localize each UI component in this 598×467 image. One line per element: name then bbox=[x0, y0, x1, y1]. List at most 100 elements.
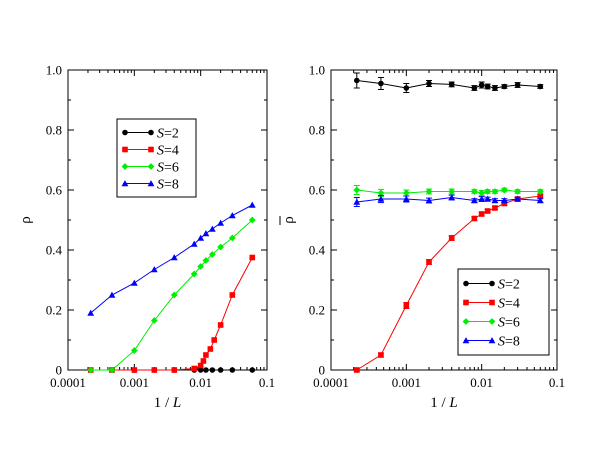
legend-marker bbox=[121, 163, 129, 170]
legend-label: S=6 bbox=[498, 316, 520, 331]
data-point bbox=[208, 225, 216, 232]
legend-marker bbox=[462, 337, 470, 344]
data-point bbox=[217, 367, 224, 373]
y-tick-label: 0 bbox=[319, 363, 326, 378]
data-point bbox=[197, 362, 204, 369]
data-point bbox=[484, 195, 492, 202]
data-point bbox=[208, 251, 216, 258]
data-point bbox=[478, 82, 485, 88]
data-point bbox=[211, 337, 218, 343]
legend-label: S=4 bbox=[498, 297, 520, 312]
legend-marker bbox=[488, 337, 496, 344]
legend-marker bbox=[489, 299, 495, 306]
chart-panel-right: 0 0.2 0.4 0.6 0.8 1.0 0.0001 0.001 0.01 0.1 1 / L ρ… bbox=[279, 63, 565, 411]
data-point bbox=[217, 322, 224, 328]
series-line bbox=[356, 80, 541, 89]
legend-marker bbox=[122, 129, 128, 136]
data-point bbox=[202, 230, 210, 237]
data-point bbox=[228, 212, 236, 219]
legend-item: S=4 bbox=[463, 297, 520, 312]
data-point bbox=[492, 205, 498, 211]
legend-item: S=8 bbox=[462, 335, 520, 350]
data-point bbox=[448, 235, 455, 241]
data-point bbox=[87, 366, 95, 374]
legend-marker bbox=[463, 280, 469, 287]
data-point bbox=[353, 198, 361, 205]
data-point bbox=[170, 291, 178, 299]
data-point bbox=[131, 367, 138, 373]
data-point bbox=[425, 188, 433, 195]
data-point bbox=[426, 259, 432, 265]
data-point bbox=[229, 292, 236, 298]
legend-marker bbox=[148, 129, 154, 136]
y-tick-label: 0 bbox=[56, 363, 63, 378]
plot-frame bbox=[67, 69, 268, 371]
data-point bbox=[478, 189, 486, 197]
data-point bbox=[130, 347, 138, 354]
data-point bbox=[484, 208, 491, 214]
legend-label: S=8 bbox=[498, 335, 520, 350]
data-point bbox=[403, 85, 410, 91]
data-point bbox=[150, 266, 158, 273]
data-point bbox=[108, 291, 116, 298]
data-point bbox=[536, 188, 544, 195]
x-tick-label: 0.001 bbox=[120, 375, 149, 390]
y-tick-label: 0.4 bbox=[46, 243, 63, 258]
legend-label: S=2 bbox=[157, 127, 179, 142]
data-point bbox=[207, 346, 214, 352]
y-tick-label: 0.2 bbox=[309, 303, 325, 318]
legend-marker bbox=[147, 163, 155, 170]
x-tick-label: 0.001 bbox=[392, 375, 421, 390]
chart-panel-left: 0 0.2 0.4 0.6 0.8 1.0 0.0001 0.001 0.01 0.1 1 / L ρ… bbox=[18, 63, 275, 412]
data-point bbox=[377, 195, 385, 202]
data-point bbox=[537, 193, 544, 199]
legend-item: S=2 bbox=[463, 278, 520, 293]
data-point bbox=[191, 365, 198, 372]
legend-item: S=8 bbox=[121, 178, 179, 193]
data-point bbox=[501, 83, 508, 90]
data-point bbox=[491, 188, 499, 195]
x-axis-label: 1 / L bbox=[154, 395, 182, 411]
data-point bbox=[190, 270, 198, 278]
x-tick-label: 0.1 bbox=[549, 375, 565, 390]
data-point bbox=[500, 197, 508, 204]
data-point bbox=[470, 188, 478, 195]
data-point bbox=[448, 188, 456, 195]
legend-item: S=6 bbox=[462, 316, 520, 331]
x-tick-label: 0.0001 bbox=[313, 375, 349, 390]
data-point bbox=[484, 188, 492, 195]
series-line bbox=[90, 219, 253, 371]
data-point bbox=[200, 358, 207, 364]
data-point bbox=[514, 195, 522, 202]
data-point bbox=[448, 194, 456, 201]
data-point bbox=[537, 83, 544, 90]
data-point bbox=[484, 83, 491, 90]
data-point bbox=[150, 317, 158, 324]
y-tick-label: 0.6 bbox=[309, 183, 326, 198]
data-point bbox=[170, 254, 178, 261]
data-point bbox=[108, 366, 116, 374]
legend-item: S=4 bbox=[122, 144, 179, 159]
data-point bbox=[130, 279, 138, 286]
data-point bbox=[492, 85, 498, 91]
legend-marker bbox=[489, 280, 495, 287]
data-point bbox=[378, 352, 384, 358]
data-point bbox=[448, 81, 455, 88]
data-point bbox=[248, 216, 256, 224]
data-point bbox=[248, 201, 256, 208]
x-axis-label: 1 / L bbox=[430, 395, 458, 411]
data-point bbox=[378, 80, 384, 87]
series-S=8 bbox=[87, 201, 256, 316]
legend-marker bbox=[148, 146, 154, 153]
data-point bbox=[217, 243, 225, 251]
data-point bbox=[353, 186, 361, 194]
data-point bbox=[203, 367, 209, 373]
y-tick-label: 0.8 bbox=[46, 123, 62, 138]
data-point bbox=[501, 200, 508, 207]
data-point bbox=[514, 82, 521, 88]
y-tick-label: 1.0 bbox=[46, 63, 62, 78]
x-tick-label: 0.1 bbox=[259, 375, 275, 390]
data-point bbox=[249, 254, 256, 261]
data-point bbox=[197, 367, 204, 373]
legend-item: S=6 bbox=[121, 161, 179, 176]
